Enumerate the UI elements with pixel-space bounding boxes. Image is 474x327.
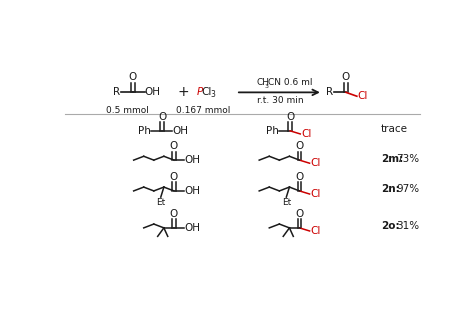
Text: r.t. 30 min: r.t. 30 min bbox=[257, 96, 303, 105]
Text: Cl: Cl bbox=[357, 91, 368, 101]
Text: trace: trace bbox=[381, 124, 408, 134]
Text: O: O bbox=[129, 72, 137, 82]
Text: OH: OH bbox=[145, 87, 161, 97]
Text: R: R bbox=[113, 87, 120, 97]
Text: O: O bbox=[170, 209, 178, 219]
Text: 31%: 31% bbox=[396, 221, 419, 231]
Text: O: O bbox=[295, 141, 304, 151]
Text: O: O bbox=[286, 112, 294, 122]
Text: 3: 3 bbox=[264, 83, 269, 89]
Text: Et: Et bbox=[282, 198, 291, 207]
Text: 0.167 mmol: 0.167 mmol bbox=[176, 106, 230, 115]
Text: O: O bbox=[170, 141, 178, 151]
Text: P: P bbox=[197, 87, 203, 97]
Text: 2o:: 2o: bbox=[381, 221, 400, 231]
Text: Cl: Cl bbox=[310, 226, 321, 236]
Text: CN 0.6 ml: CN 0.6 ml bbox=[268, 78, 312, 87]
Text: 97%: 97% bbox=[396, 184, 419, 194]
Text: OH: OH bbox=[173, 126, 188, 136]
Text: Ph: Ph bbox=[138, 126, 151, 136]
Text: OH: OH bbox=[184, 155, 200, 165]
Text: O: O bbox=[342, 72, 350, 82]
Text: Ph: Ph bbox=[266, 126, 279, 136]
Text: 0.5 mmol: 0.5 mmol bbox=[106, 106, 149, 115]
Text: O: O bbox=[158, 112, 166, 122]
Text: Et: Et bbox=[156, 198, 165, 207]
Text: OH: OH bbox=[184, 186, 200, 196]
Text: O: O bbox=[295, 172, 304, 182]
Text: OH: OH bbox=[184, 223, 200, 233]
Text: Cl: Cl bbox=[202, 87, 212, 97]
Text: Cl: Cl bbox=[310, 158, 321, 168]
Text: R: R bbox=[327, 87, 334, 97]
Text: +: + bbox=[177, 85, 189, 99]
Text: Cl: Cl bbox=[301, 129, 311, 139]
Text: CH: CH bbox=[257, 78, 270, 87]
Text: O: O bbox=[295, 209, 304, 219]
Text: 73%: 73% bbox=[396, 154, 419, 164]
Text: 2m:: 2m: bbox=[381, 154, 403, 164]
Text: O: O bbox=[170, 172, 178, 182]
Text: Cl: Cl bbox=[310, 189, 321, 199]
Text: 2n:: 2n: bbox=[381, 184, 400, 194]
Text: 3: 3 bbox=[210, 90, 215, 99]
